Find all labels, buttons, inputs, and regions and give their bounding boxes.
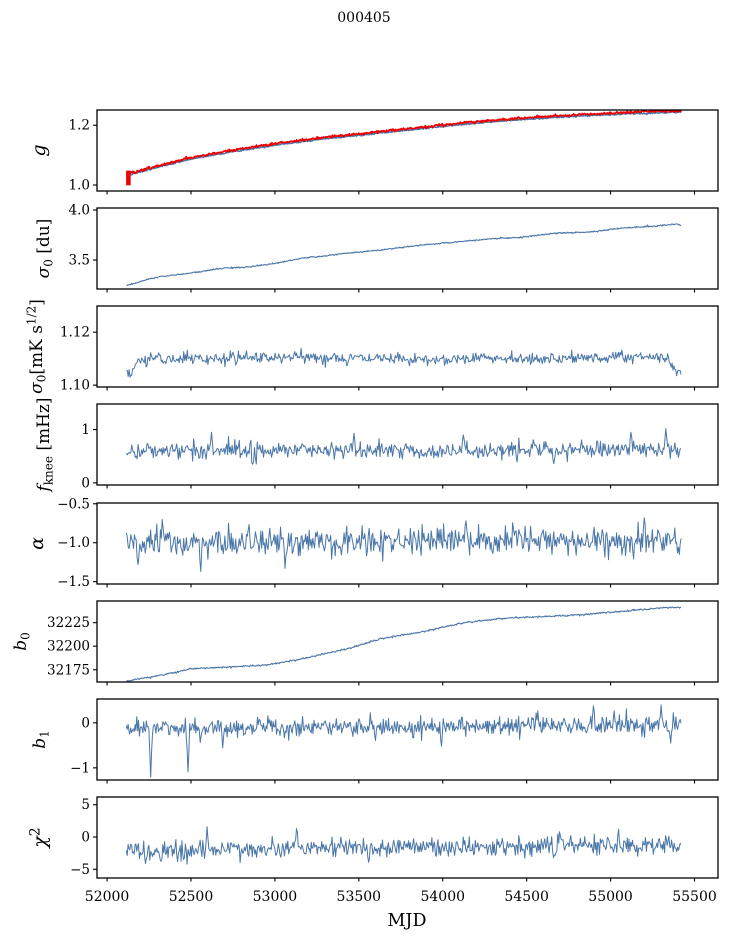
panel-fknee-frame xyxy=(96,403,719,486)
series-alpha xyxy=(125,517,682,572)
y-tick-label-sigma0-mk: 1.12 xyxy=(60,325,90,341)
y-axis-label-chi2: χ2 xyxy=(28,827,52,849)
y-tick-label-g: 1.2 xyxy=(69,118,90,134)
y-axis-label-g: g xyxy=(28,144,50,156)
panels-group: 1.0 1.2 g 3.5 4.0 σ0 [du] 1.10 1.12 σ0[mK s1/2] 0… xyxy=(11,109,719,905)
x-tick-label: 52500 xyxy=(169,889,214,905)
y-axis-label-fknee: fknee [mHz] xyxy=(34,397,56,493)
panel-g-series xyxy=(125,110,682,186)
y-tick-label-sigma0-mk: 1.10 xyxy=(60,378,90,394)
panel-chi2: −5 0 5 χ2 xyxy=(28,796,719,882)
y-axis-label-b1: b1 xyxy=(30,730,52,749)
y-tick-label-fknee: 0 xyxy=(81,475,90,491)
x-tick-labels: 52000 52500 53000 53500 54000 54500 55000 55500 xyxy=(85,889,717,905)
panel-g-frame xyxy=(96,109,719,192)
series-b1 xyxy=(125,704,682,778)
series-fknee xyxy=(125,428,682,465)
y-tick-label-b1: 0 xyxy=(81,715,90,731)
y-tick-label-b0: 32200 xyxy=(47,639,90,655)
panel-g: 1.0 1.2 g xyxy=(28,109,719,195)
panel-b0-frame xyxy=(96,600,719,683)
panel-sigma0-mk-frame xyxy=(96,305,719,388)
x-tick-label: 54000 xyxy=(420,889,465,905)
x-tick-label: 54500 xyxy=(504,889,549,905)
y-tick-label-chi2: 5 xyxy=(81,797,90,813)
y-axis-label-b0: b0 xyxy=(11,632,33,651)
panel-sigma0-du-series xyxy=(126,223,682,287)
y-tick-label-sigma0-du: 4.0 xyxy=(69,203,90,219)
panel-alpha-series xyxy=(125,517,682,572)
panel-b0-series xyxy=(126,606,682,682)
panel-b1-series xyxy=(125,704,682,778)
y-tick-label-chi2: −5 xyxy=(70,862,90,878)
y-axis-label-alpha: α xyxy=(26,537,48,550)
series-gain-smooth xyxy=(125,110,682,177)
panel-fknee-series xyxy=(125,428,682,465)
panel-chi2-series xyxy=(125,826,682,865)
series-sigma0-du xyxy=(126,223,682,287)
series-sigma0-mk xyxy=(126,347,682,378)
panel-b0: 32175 32200 32225 b0 xyxy=(11,600,719,686)
y-tick-label-fknee: 1 xyxy=(81,422,90,438)
figure-title: 000405 xyxy=(337,10,390,26)
y-tick-label-chi2: 0 xyxy=(81,830,90,846)
panel-sigma0-du-frame xyxy=(96,207,719,290)
series-chi2 xyxy=(125,826,682,865)
y-tick-label-sigma0-du: 3.5 xyxy=(69,253,90,269)
y-tick-label-g: 1.0 xyxy=(69,178,90,194)
series-gain-fit xyxy=(125,110,682,176)
x-tick-label: 55500 xyxy=(672,889,717,905)
y-axis-label-sigma0-mk: σ0[mK s1/2] xyxy=(25,299,49,394)
y-axis-label-sigma0-du: σ0 [du] xyxy=(34,219,56,279)
x-tick-label: 53500 xyxy=(337,889,382,905)
panel-alpha-frame xyxy=(96,502,719,585)
panel-b1: 0 −1 b1 xyxy=(30,698,719,784)
y-tick-label-b0: 32225 xyxy=(47,615,90,631)
panel-sigma0-du: 3.5 4.0 σ0 [du] xyxy=(34,203,719,293)
panel-b1-frame xyxy=(96,698,719,781)
panel-sigma0-mk: 1.10 1.12 σ0[mK s1/2] xyxy=(25,299,719,394)
panel-alpha: −0.5 −1.0 −1.5 α xyxy=(26,496,719,590)
panel-sigma0-mk-series xyxy=(126,347,682,378)
x-tick-label: 55000 xyxy=(588,889,633,905)
x-axis-label: MJD xyxy=(388,911,427,931)
panel-fknee: 0 1 fknee [mHz] xyxy=(34,397,719,494)
y-tick-label-b0: 32175 xyxy=(47,662,90,678)
y-tick-label-alpha: −1.5 xyxy=(57,574,90,590)
y-tick-label-alpha: −1.0 xyxy=(57,535,90,551)
y-tick-label-alpha: −0.5 xyxy=(57,496,90,512)
x-tick-label: 52000 xyxy=(85,889,130,905)
x-tick-label: 53000 xyxy=(253,889,298,905)
series-b0 xyxy=(126,606,682,682)
y-tick-label-b1: −1 xyxy=(70,760,90,776)
